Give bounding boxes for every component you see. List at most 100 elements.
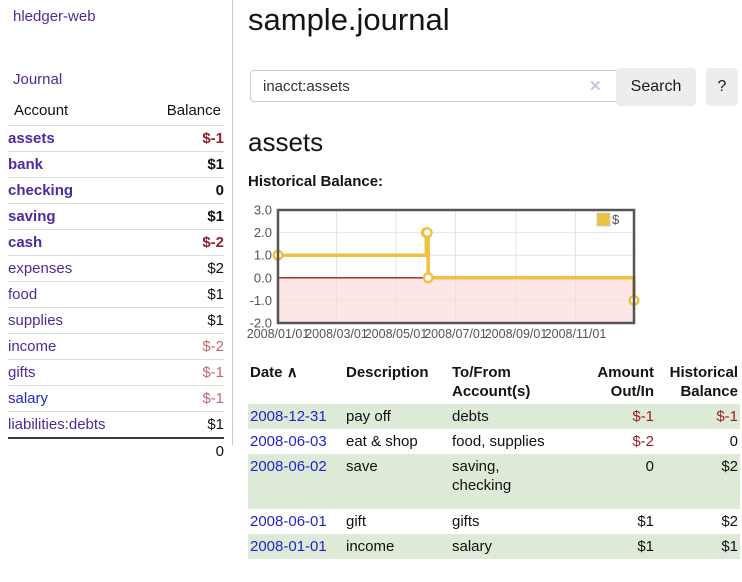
transaction-date-link[interactable]: 2008-06-03: [250, 433, 327, 450]
account-link[interactable]: gifts: [8, 364, 36, 381]
account-link[interactable]: supplies: [8, 312, 64, 329]
account-link[interactable]: assets: [8, 130, 55, 147]
account-balance: $-1: [144, 385, 224, 412]
transaction-date-link[interactable]: 2008-06-01: [250, 513, 327, 530]
account-balance: $-1: [144, 125, 224, 152]
account-link[interactable]: liabilities:debts: [8, 416, 106, 433]
transaction-accounts: food, supplies: [452, 433, 545, 450]
transaction-balance: 0: [729, 433, 738, 450]
transaction-amount: $1: [637, 513, 654, 530]
account-link[interactable]: salary: [8, 390, 49, 407]
account-row: saving $1: [8, 203, 224, 230]
account-link[interactable]: cash: [8, 234, 43, 251]
transaction-amount: 0: [645, 458, 654, 475]
account-balance: $-2: [144, 333, 224, 360]
transaction-amount: $-1: [632, 408, 654, 425]
account-link[interactable]: checking: [8, 182, 74, 199]
account-row: liabilities:debts $1: [8, 411, 224, 438]
transaction-date-link[interactable]: 2008-06-02: [250, 458, 327, 475]
column-header-historical-balance: Historical Balance: [669, 364, 738, 400]
account-link[interactable]: food: [8, 286, 38, 303]
transaction-amount: $-2: [632, 433, 654, 450]
svg-text:3.0: 3.0: [254, 203, 272, 218]
accounts-table-header: Account Balance: [8, 98, 224, 126]
data-point-marker: [421, 227, 433, 239]
svg-text:0.0: 0.0: [254, 270, 272, 285]
account-balance: $1: [144, 203, 224, 230]
help-button[interactable]: ?: [706, 68, 738, 106]
register-row: 2008-06-03 eat & shop food, supplies $-2 0: [248, 429, 740, 454]
account-row: checking 0: [8, 177, 224, 204]
account-row: cash $-2: [8, 229, 224, 256]
account-link[interactable]: saving: [8, 208, 56, 225]
account-balance: $1: [144, 411, 224, 438]
account-row: salary $-1: [8, 385, 224, 412]
sort-ascending-icon: ∧: [286, 364, 298, 381]
register-row: 2008-01-01 income salary $1 $1: [248, 534, 740, 559]
account-row: gifts $-1: [8, 359, 224, 386]
sidebar: hledger-web Journal Account Balance asse…: [0, 0, 233, 464]
transaction-balance: $1: [721, 538, 738, 555]
account-balance: $-1: [144, 359, 224, 386]
column-header-tofrom: To/From Account(s): [452, 364, 531, 400]
svg-text:1.0: 1.0: [254, 248, 272, 263]
register-table: Date ∧ Description To/From Account(s) Am…: [248, 360, 740, 559]
account-heading: assets: [248, 127, 324, 157]
transaction-accounts: gifts: [452, 513, 480, 530]
search-button[interactable]: Search: [616, 68, 696, 106]
transaction-balance: $2: [721, 513, 738, 530]
clear-search-icon[interactable]: ✕: [589, 78, 602, 95]
column-header-description: Description: [346, 364, 429, 381]
svg-text:2008/11/01: 2008/11/01: [545, 327, 607, 341]
transaction-balance: $-1: [716, 408, 738, 425]
account-link[interactable]: income: [8, 338, 57, 355]
account-balance: $2: [144, 255, 224, 282]
svg-text:2008/05/01: 2008/05/01: [365, 327, 428, 341]
search-input[interactable]: [250, 70, 624, 102]
transaction-date-link[interactable]: 2008-12-31: [250, 408, 327, 425]
transaction-amount: $1: [637, 538, 654, 555]
transaction-date-link[interactable]: 2008-01-01: [250, 538, 327, 555]
transaction-accounts: saving, checking: [452, 458, 512, 494]
account-row: food $1: [8, 281, 224, 308]
register-row: 2008-06-01 gift gifts $1 $2: [248, 509, 740, 534]
transaction-description: income: [346, 538, 395, 555]
chart-title: Historical Balance:: [248, 173, 384, 190]
svg-text:2008/03/01: 2008/03/01: [305, 327, 368, 341]
svg-text:-2.0: -2.0: [250, 316, 272, 331]
plot-border: [276, 208, 636, 325]
accounts-total-row: 0: [8, 437, 224, 464]
account-row: bank $1: [8, 151, 224, 178]
register-row: 2008-12-31 pay off debts $-1 $-1: [248, 404, 740, 429]
historical-balance-chart: $3.0 2.0 1.0 0.0 -1.0 -2.0 2008/01/01 2008/03/0…: [240, 202, 664, 352]
legend-swatch: [596, 212, 611, 227]
svg-text:-1.0: -1.0: [250, 293, 272, 308]
column-header-date[interactable]: Date ∧: [250, 364, 298, 381]
app-title-link[interactable]: hledger-web: [13, 8, 96, 25]
accounts-header-balance: Balance: [166, 102, 221, 119]
transaction-balance: $2: [721, 458, 738, 475]
account-balance: $1: [144, 307, 224, 334]
page-title: sample.journal: [248, 2, 450, 37]
account-balance: $-2: [144, 229, 224, 256]
register-row: 2008-06-02 save saving, checking 0 $2: [248, 454, 740, 509]
legend-label: $: [612, 212, 620, 227]
sidebar-item-journal[interactable]: Journal: [13, 71, 63, 88]
accounts-header-account: Account: [14, 102, 69, 119]
svg-text:2008/01/01: 2008/01/01: [247, 327, 310, 341]
column-header-amount: Amount Out/In: [597, 364, 654, 400]
transaction-description: eat & shop: [346, 433, 418, 450]
transaction-accounts: debts: [452, 408, 489, 425]
transaction-description: gift: [346, 513, 367, 530]
account-link[interactable]: expenses: [8, 260, 73, 277]
svg-text:2.0: 2.0: [254, 225, 272, 240]
account-link[interactable]: bank: [8, 156, 44, 173]
accounts-table: Account Balance assets $-1 bank $1 checking 0…: [8, 98, 224, 464]
account-balance: $1: [144, 151, 224, 178]
account-balance: $1: [144, 281, 224, 308]
account-balance: 0: [144, 177, 224, 204]
transaction-description: pay off: [346, 408, 391, 425]
account-row: assets $-1: [8, 125, 224, 152]
account-row: expenses $2: [8, 255, 224, 282]
accounts-total-value: 0: [144, 437, 224, 464]
